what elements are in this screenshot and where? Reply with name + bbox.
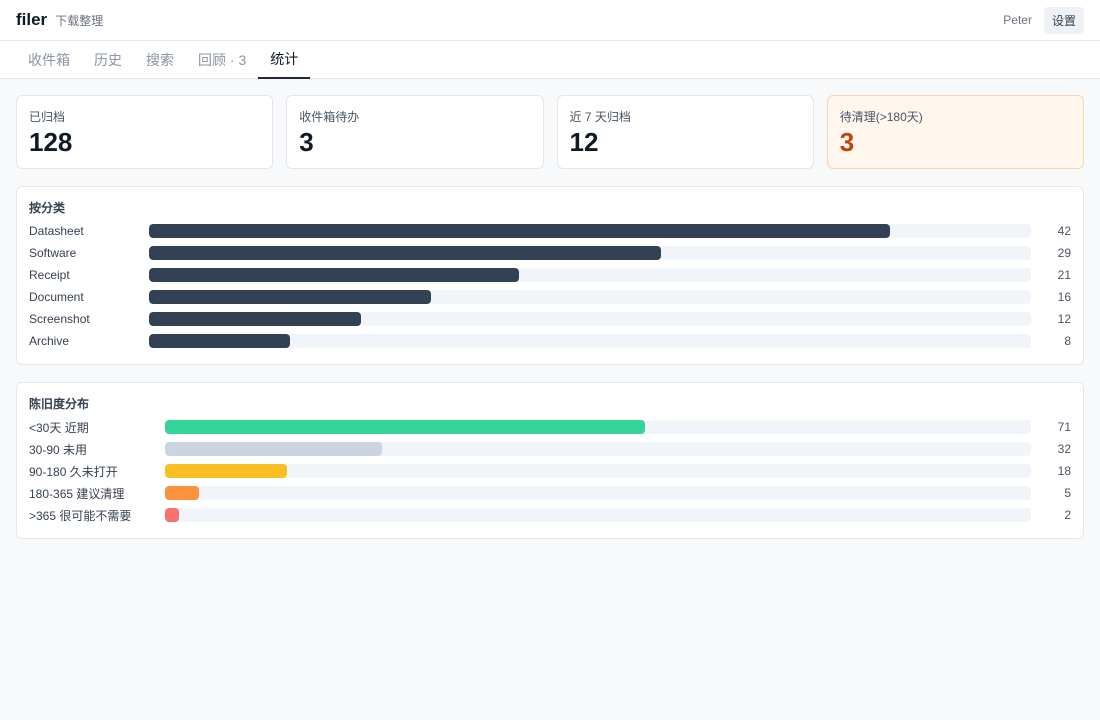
- stat-label: 待清理(>180天): [839, 110, 923, 124]
- stat-card-recent: 近 7 天归档 12: [556, 95, 814, 169]
- bar-count: 29: [1057, 246, 1071, 260]
- tab-bar: 收件箱 历史 搜索 回顾 · 3 统计: [0, 41, 1100, 79]
- stat-value: 3: [839, 127, 855, 157]
- bar-row: Document 16: [29, 286, 1071, 308]
- stat-label: 收件箱待办: [299, 110, 360, 124]
- category-rows: Datasheet 42 Software 29 Receipt 21 Document 16…: [29, 220, 1071, 352]
- tab-search[interactable]: 搜索: [146, 52, 174, 68]
- stat-value: 3: [299, 127, 314, 157]
- bar-count: 71: [1057, 420, 1071, 434]
- bar-fill: [149, 246, 661, 260]
- bar-track: [165, 420, 1031, 434]
- settings-button[interactable]: 设置: [1043, 6, 1084, 34]
- bar-track: [149, 224, 1031, 238]
- bar-label: >365 很可能不需要: [29, 508, 132, 523]
- bar-count: 2: [1064, 508, 1071, 522]
- bar-label: Datasheet: [29, 224, 84, 238]
- bar-fill: [165, 442, 382, 456]
- bar-track: [149, 290, 1031, 304]
- bar-fill: [149, 268, 520, 282]
- bar-count: 21: [1057, 268, 1071, 282]
- bar-label: Receipt: [29, 268, 70, 282]
- bar-row: Software 29: [29, 242, 1071, 264]
- bar-fill: [149, 312, 361, 326]
- bar-count: 12: [1057, 312, 1071, 326]
- app-subtitle: 下载整理: [55, 14, 104, 28]
- bar-fill: [165, 420, 646, 434]
- bar-label: Archive: [29, 334, 70, 348]
- bar-label: Software: [29, 246, 77, 260]
- bar-row: Screenshot 12: [29, 308, 1071, 330]
- bar-track: [149, 246, 1031, 260]
- tab-review[interactable]: 回顾 · 3: [198, 52, 247, 68]
- top-right: Peter 设置: [1003, 6, 1084, 34]
- bar-count: 8: [1064, 334, 1071, 348]
- bar-fill: [149, 290, 432, 304]
- bar-label: Screenshot: [29, 312, 90, 326]
- bar-label: <30天 近期: [29, 420, 89, 435]
- brand: filer 下载整理: [16, 10, 103, 30]
- bar-count: 18: [1057, 464, 1071, 478]
- bar-label: Document: [29, 290, 84, 304]
- bar-track: [165, 508, 1031, 522]
- stat-label: 近 7 天归档: [569, 110, 631, 124]
- bar-track: [149, 268, 1031, 282]
- stat-label: 已归档: [29, 110, 66, 124]
- tab-stats[interactable]: 统计: [258, 41, 311, 79]
- main-content: 已归档 128 收件箱待办 3 近 7 天归档 12 待清理(>180天) 3 …: [0, 79, 1100, 555]
- bar-fill: [149, 224, 890, 238]
- app-name: filer: [16, 10, 48, 29]
- bar-row: Datasheet 42: [29, 220, 1071, 242]
- bar-count: 42: [1057, 224, 1071, 238]
- bar-row: 90-180 久未打开 18: [29, 460, 1071, 482]
- panel-title: 陈旧度分布: [29, 397, 90, 411]
- bar-row: <30天 近期 71: [29, 416, 1071, 438]
- bar-fill: [165, 486, 199, 500]
- bar-fill: [165, 508, 179, 522]
- user-name[interactable]: Peter: [1003, 13, 1032, 27]
- stat-value: 128: [29, 127, 73, 157]
- bar-label: 180-365 建议清理: [29, 486, 125, 501]
- bar-fill: [149, 334, 291, 348]
- stat-card-inbox: 收件箱待办 3: [286, 95, 544, 169]
- age-rows: <30天 近期 71 30-90 未用 32 90-180 久未打开 18 180-365 …: [29, 416, 1071, 526]
- bar-count: 32: [1057, 442, 1071, 456]
- bar-label: 90-180 久未打开: [29, 464, 118, 479]
- bar-label: 30-90 未用: [29, 442, 88, 457]
- bar-row: 180-365 建议清理 5: [29, 482, 1071, 504]
- bar-count: 5: [1064, 486, 1071, 500]
- stat-cards: 已归档 128 收件箱待办 3 近 7 天归档 12 待清理(>180天) 3: [16, 95, 1084, 169]
- panel-title: 按分类: [29, 201, 66, 215]
- stat-value: 12: [569, 127, 599, 157]
- bar-row: >365 很可能不需要 2: [29, 504, 1071, 526]
- tab-history[interactable]: 历史: [94, 52, 122, 68]
- bar-track: [149, 312, 1031, 326]
- bar-track: [165, 464, 1031, 478]
- bar-row: 30-90 未用 32: [29, 438, 1071, 460]
- category-panel: 按分类 Datasheet 42 Software 29 Receipt 21 Docume…: [16, 186, 1084, 365]
- stat-card-archived: 已归档 128: [16, 95, 274, 169]
- bar-track: [165, 486, 1031, 500]
- tab-inbox[interactable]: 收件箱: [28, 52, 70, 68]
- bar-track: [149, 334, 1031, 348]
- top-bar: filer 下载整理 Peter 设置: [0, 0, 1100, 41]
- bar-row: Receipt 21: [29, 264, 1071, 286]
- bar-count: 16: [1057, 290, 1071, 304]
- stat-card-cleanup: 待清理(>180天) 3: [826, 95, 1084, 169]
- age-panel: 陈旧度分布 <30天 近期 71 30-90 未用 32 90-180 久未打开 18 18…: [16, 382, 1084, 539]
- bar-track: [165, 442, 1031, 456]
- bar-fill: [165, 464, 287, 478]
- bar-row: Archive 8: [29, 330, 1071, 352]
